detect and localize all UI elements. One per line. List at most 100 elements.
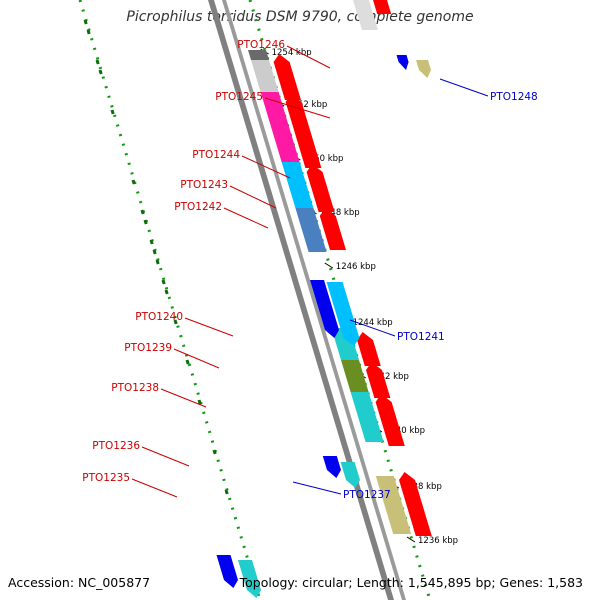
forward-gene-label: PTO1236 — [92, 440, 140, 452]
reverse-cds-arrow-tip — [327, 470, 341, 478]
track-dash — [140, 209, 145, 215]
forward-cds-arrow — [366, 370, 391, 398]
forward-cds-arrow — [399, 480, 432, 536]
forward-cds-arrow-tip — [273, 54, 290, 62]
forward-gene-box — [331, 328, 359, 360]
forward-cds-arrow-tip — [285, 94, 302, 102]
scale-label: 1250 kbp — [303, 154, 343, 164]
forward-cds-arrow-tip — [375, 394, 392, 402]
reverse-leader — [349, 319, 396, 337]
reverse-cds-arrow-tip — [325, 330, 339, 338]
forward-gene-label: PTO1238 — [111, 382, 159, 394]
forward-cds-arrow-tip — [306, 164, 323, 172]
forward-gene-box — [341, 360, 369, 392]
reverse-cds-arrow-tip — [398, 62, 409, 70]
track-dash — [224, 489, 229, 495]
reverse-gene-box — [340, 462, 360, 480]
scale-label: 1236 kbp — [418, 536, 458, 546]
forward-gene-label: PTO1244 — [192, 149, 240, 161]
forward-gene-label: PTO1242 — [174, 201, 222, 213]
track-dash — [152, 249, 157, 255]
track-dash — [131, 179, 136, 185]
dotted-tracks — [78, 0, 432, 600]
forward-gene-box — [375, 476, 412, 534]
forward-gene-box — [295, 208, 327, 252]
scale-label: 1246 kbp — [336, 262, 376, 272]
track-dash — [98, 69, 103, 75]
track-dash — [173, 319, 178, 325]
scale-tick — [324, 262, 334, 269]
scale-label: 1242 kbp — [369, 372, 409, 382]
reverse-cds-arrow — [310, 280, 339, 330]
forward-cds-arrow — [373, 0, 392, 14]
track-dash — [143, 219, 148, 225]
track-dash — [83, 19, 88, 25]
forward-leader — [160, 388, 207, 408]
forward-leader — [131, 478, 178, 498]
track-dash — [164, 289, 169, 295]
reverse-gene-box — [238, 560, 261, 590]
track-dash — [95, 59, 100, 65]
forward-leader — [141, 446, 190, 467]
forward-leader — [223, 207, 269, 229]
scale-label: 1248 kbp — [320, 208, 360, 218]
forward-gene-label: PTO1243 — [180, 179, 228, 191]
track-dash — [86, 29, 91, 35]
forward-leader — [229, 185, 277, 209]
reverse-gene-label: PTO1237 — [343, 489, 391, 501]
reverse-cds-arrow-tip — [224, 580, 238, 588]
reverse-gene-label: PTO1241 — [397, 331, 445, 343]
backbone-line-right — [222, 0, 406, 600]
forward-leader — [286, 45, 331, 69]
reverse-cds-arrow — [396, 55, 409, 62]
outer-dotted-track — [78, 0, 262, 600]
forward-cds-arrow-tip — [399, 472, 415, 480]
forward-leader — [173, 348, 220, 369]
forward-gene-label: PTO1235 — [82, 472, 130, 484]
forward-cds-arrow — [306, 172, 335, 212]
scale-label: 1244 kbp — [353, 318, 393, 328]
forward-gene-box — [350, 392, 384, 442]
track-dash — [155, 259, 160, 265]
reverse-leader — [292, 481, 342, 495]
track-dash — [161, 279, 166, 285]
reverse-gene-box — [326, 282, 360, 338]
forward-leader — [264, 97, 331, 119]
forward-leader — [241, 155, 291, 179]
forward-cds-arrow — [357, 340, 381, 366]
scale-tick — [406, 536, 416, 543]
forward-leader — [184, 317, 234, 337]
feature-boxes — [216, 0, 432, 598]
scale-ticks: 1254 kbp 1252 kbp 1250 kbp 1248 kbp 1246 kbp… — [260, 48, 458, 546]
forward-gene-label: PTO1240 — [135, 311, 183, 323]
forward-cds-arrow-tip — [319, 208, 336, 216]
track-dash — [212, 449, 217, 455]
gene-labels: PTO1246 PTO1245 PTO1244 PTO1243 PTO1242 PTO12… — [82, 39, 537, 501]
label-leaders — [131, 45, 489, 498]
forward-gene-box — [260, 92, 300, 162]
scale-label: 1252 kbp — [287, 100, 327, 110]
forward-cds-arrow — [285, 102, 322, 168]
forward-cds-arrow-tip — [357, 332, 373, 340]
forward-cds-arrow — [375, 402, 405, 446]
forward-gene-box — [248, 50, 269, 60]
reverse-cds-arrow — [322, 456, 341, 470]
reverse-gene-box — [416, 60, 431, 70]
scale-label: 1254 kbp — [272, 48, 312, 58]
reverse-gene-box-tip — [247, 590, 261, 598]
scale-label: 1238 kbp — [402, 482, 442, 492]
track-dash — [197, 399, 202, 405]
forward-gene-box — [281, 162, 314, 208]
accession-text: Accession: NC_005877 — [8, 575, 151, 590]
track-dash — [185, 359, 190, 365]
reverse-gene-box-tip — [343, 338, 360, 346]
forward-gene-label: PTO1246 — [237, 39, 285, 51]
reverse-gene-box-tip — [346, 480, 360, 488]
forward-gene-box — [251, 60, 279, 92]
forward-gene-label: PTO1245 — [215, 91, 263, 103]
genome-stats-text: Topology: circular; Length: 1,545,895 bp… — [239, 575, 583, 590]
forward-gene-box — [353, 0, 378, 30]
reverse-gene-box-tip — [419, 70, 431, 78]
reverse-gene-label: PTO1248 — [490, 91, 538, 103]
